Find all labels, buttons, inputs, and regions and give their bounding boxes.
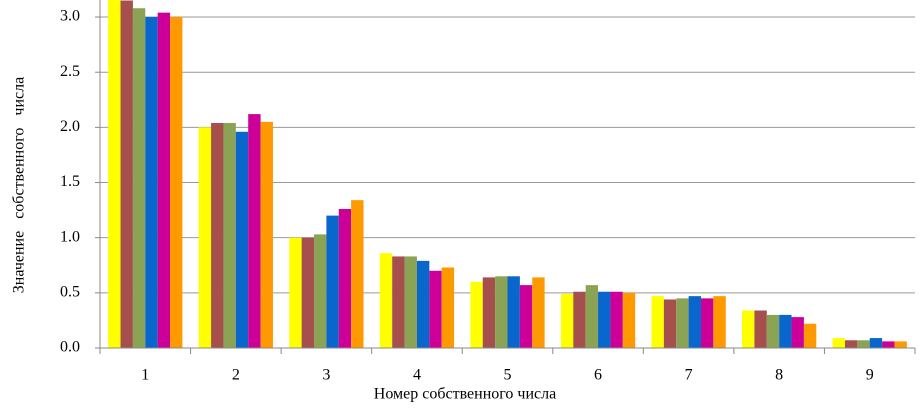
bar [869,338,883,348]
bar [742,310,755,348]
bar [132,8,146,348]
x-tick-label: 1 [141,367,149,384]
bar [429,270,442,348]
bar [404,256,417,348]
bar [519,285,533,348]
bar [198,127,212,348]
bar [260,121,273,348]
bar [844,340,858,348]
bar [754,310,767,348]
x-tick-label: 8 [775,367,783,384]
bar [507,276,520,348]
bar [301,237,315,348]
bar [108,0,121,348]
bar [560,293,574,348]
bar [882,341,895,348]
y-tick-label: 0.5 [60,284,80,301]
bar [326,215,339,348]
bar [495,276,508,348]
bar [338,209,352,348]
x-tick-label: 4 [413,367,421,384]
bar [803,323,817,348]
bar [379,253,393,348]
y-tick-label: 1.5 [60,173,80,190]
bar [573,291,586,348]
bar [779,314,792,348]
y-axis-title: Значение собственного числа [11,77,28,293]
bar [598,291,611,348]
x-tick-label: 9 [866,367,874,384]
bar [248,114,261,348]
bar [651,296,664,348]
x-tick-label: 2 [232,367,240,384]
bar [223,122,236,348]
y-tick-label: 0.0 [60,339,80,356]
bar [622,292,636,348]
bar [713,296,726,348]
y-tick-label: 3.0 [60,8,80,25]
bar [532,277,545,348]
bar [832,338,845,348]
bar [585,285,599,348]
y-tick-label: 2.0 [60,118,80,135]
bar [211,122,224,348]
axes: 0.0 0.5 1.0 1.5 2.0 2.5 3.0 1 2 3 4 5 6 7 8 9 [60,0,916,384]
bar [157,12,171,349]
bar [145,17,158,349]
bar [894,341,907,348]
bar [441,267,455,348]
bar [470,281,483,348]
bar [700,298,714,348]
bar [416,260,430,348]
bar [170,17,183,349]
y-tick-label: 1.0 [60,228,80,245]
bar [663,299,677,348]
bar [314,234,327,348]
x-tick-label: 3 [322,367,330,384]
y-tick-label: 2.5 [60,63,80,80]
x-tick-label: 6 [594,367,602,384]
x-tick-label: 5 [504,367,512,384]
bar [676,298,689,348]
bar [289,237,302,348]
bar [791,317,804,348]
bar [688,296,701,348]
bar [482,277,496,348]
bar [235,131,249,348]
bar [610,291,623,348]
bar [351,200,364,348]
bar [766,314,780,348]
x-axis-title: Номер собственного числа [374,386,556,403]
bar [120,0,133,348]
bar [392,256,405,348]
bars [108,0,907,349]
x-tick-label: 7 [685,367,693,384]
bar [857,340,870,348]
